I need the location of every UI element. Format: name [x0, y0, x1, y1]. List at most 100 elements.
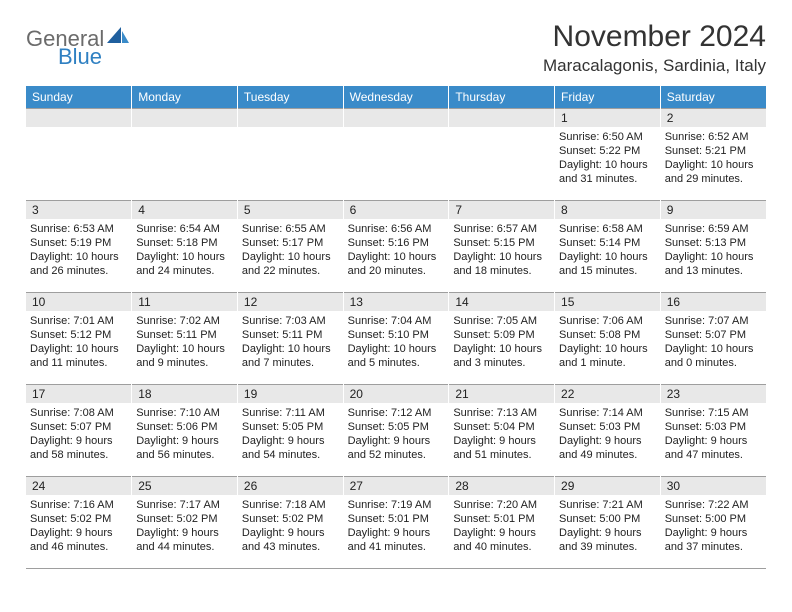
calendar-week-row: 17Sunrise: 7:08 AMSunset: 5:07 PMDayligh…: [26, 384, 766, 476]
detail-line: Sunset: 5:06 PM: [136, 420, 233, 434]
day-number: 12: [238, 292, 343, 311]
day-details: Sunrise: 7:12 AMSunset: 5:05 PMDaylight:…: [344, 403, 449, 466]
calendar-cell: 4Sunrise: 6:54 AMSunset: 5:18 PMDaylight…: [132, 200, 238, 292]
detail-line: Sunset: 5:19 PM: [30, 236, 127, 250]
logo-blue: Blue: [58, 44, 102, 70]
day-number: 4: [132, 200, 237, 219]
detail-line: Daylight: 10 hours and 22 minutes.: [242, 250, 339, 278]
detail-line: Sunset: 5:01 PM: [348, 512, 445, 526]
detail-line: Daylight: 10 hours and 29 minutes.: [665, 158, 762, 186]
detail-line: Sunrise: 7:03 AM: [242, 314, 339, 328]
day-number: 5: [238, 200, 343, 219]
day-details: Sunrise: 6:54 AMSunset: 5:18 PMDaylight:…: [132, 219, 237, 282]
detail-line: Sunrise: 7:04 AM: [348, 314, 445, 328]
detail-line: Sunset: 5:00 PM: [559, 512, 656, 526]
day-details: Sunrise: 6:53 AMSunset: 5:19 PMDaylight:…: [26, 219, 131, 282]
detail-line: Sunset: 5:07 PM: [665, 328, 762, 342]
calendar-cell: 23Sunrise: 7:15 AMSunset: 5:03 PMDayligh…: [660, 384, 766, 476]
detail-line: Sunrise: 7:22 AM: [665, 498, 762, 512]
detail-line: Daylight: 9 hours and 52 minutes.: [348, 434, 445, 462]
detail-line: Sunrise: 7:01 AM: [30, 314, 127, 328]
day-details: Sunrise: 7:17 AMSunset: 5:02 PMDaylight:…: [132, 495, 237, 558]
detail-line: Sunrise: 7:11 AM: [242, 406, 339, 420]
detail-line: Sunset: 5:11 PM: [136, 328, 233, 342]
day-number: 28: [449, 476, 554, 495]
detail-line: Daylight: 10 hours and 24 minutes.: [136, 250, 233, 278]
detail-line: Sunrise: 6:59 AM: [665, 222, 762, 236]
calendar-cell: 12Sunrise: 7:03 AMSunset: 5:11 PMDayligh…: [237, 292, 343, 384]
calendar-cell: 30Sunrise: 7:22 AMSunset: 5:00 PMDayligh…: [660, 476, 766, 568]
day-details: Sunrise: 7:10 AMSunset: 5:06 PMDaylight:…: [132, 403, 237, 466]
detail-line: Daylight: 10 hours and 20 minutes.: [348, 250, 445, 278]
detail-line: Sunset: 5:00 PM: [665, 512, 762, 526]
day-details: Sunrise: 7:05 AMSunset: 5:09 PMDaylight:…: [449, 311, 554, 374]
calendar-cell: 5 Sunrise: 6:55 AMSunset: 5:17 PMDaylight…: [237, 200, 343, 292]
detail-line: Sunrise: 7:17 AM: [136, 498, 233, 512]
calendar-cell: 17Sunrise: 7:08 AMSunset: 5:07 PMDayligh…: [26, 384, 132, 476]
detail-line: Sunrise: 7:14 AM: [559, 406, 656, 420]
detail-line: Sunrise: 6:53 AM: [30, 222, 127, 236]
detail-line: Sunset: 5:05 PM: [348, 420, 445, 434]
detail-line: Sunset: 5:17 PM: [242, 236, 339, 250]
detail-line: Sunrise: 7:10 AM: [136, 406, 233, 420]
detail-line: Sunrise: 6:52 AM: [665, 130, 762, 144]
weekday-header: Friday: [555, 86, 661, 108]
detail-line: Sunrise: 7:07 AM: [665, 314, 762, 328]
detail-line: Daylight: 9 hours and 46 minutes.: [30, 526, 127, 554]
detail-line: Sunrise: 7:21 AM: [559, 498, 656, 512]
detail-line: Daylight: 10 hours and 0 minutes.: [665, 342, 762, 370]
day-details: Sunrise: 7:07 AMSunset: 5:07 PMDaylight:…: [661, 311, 766, 374]
detail-line: Sunrise: 6:50 AM: [559, 130, 656, 144]
header: General Blue November 2024 Maracalagonis…: [26, 20, 766, 76]
day-number: 26: [238, 476, 343, 495]
detail-line: Daylight: 9 hours and 41 minutes.: [348, 526, 445, 554]
detail-line: Daylight: 9 hours and 44 minutes.: [136, 526, 233, 554]
day-details: Sunrise: 7:11 AMSunset: 5:05 PMDaylight:…: [238, 403, 343, 466]
day-details: Sunrise: 7:16 AMSunset: 5:02 PMDaylight:…: [26, 495, 131, 558]
bottom-rule: [26, 568, 766, 569]
detail-line: Sunset: 5:21 PM: [665, 144, 762, 158]
day-number: 20: [344, 384, 449, 403]
day-number: 7: [449, 200, 554, 219]
calendar-cell: 20Sunrise: 7:12 AMSunset: 5:05 PMDayligh…: [343, 384, 449, 476]
detail-line: Daylight: 10 hours and 11 minutes.: [30, 342, 127, 370]
detail-line: Sunrise: 7:12 AM: [348, 406, 445, 420]
detail-line: Sunset: 5:03 PM: [559, 420, 656, 434]
calendar-cell: 2Sunrise: 6:52 AMSunset: 5:21 PMDaylight…: [660, 108, 766, 200]
weekday-header: Tuesday: [237, 86, 343, 108]
calendar-week-row: 3Sunrise: 6:53 AMSunset: 5:19 PMDaylight…: [26, 200, 766, 292]
detail-line: Daylight: 9 hours and 51 minutes.: [453, 434, 550, 462]
detail-line: Sunset: 5:05 PM: [242, 420, 339, 434]
day-details: Sunrise: 6:56 AMSunset: 5:16 PMDaylight:…: [344, 219, 449, 282]
day-number: 10: [26, 292, 131, 311]
detail-line: Sunset: 5:07 PM: [30, 420, 127, 434]
calendar-cell: 7Sunrise: 6:57 AMSunset: 5:15 PMDaylight…: [449, 200, 555, 292]
day-number: 6: [344, 200, 449, 219]
detail-line: Sunrise: 7:15 AM: [665, 406, 762, 420]
calendar-cell: 26Sunrise: 7:18 AMSunset: 5:02 PMDayligh…: [237, 476, 343, 568]
day-details: Sunrise: 7:02 AMSunset: 5:11 PMDaylight:…: [132, 311, 237, 374]
calendar-cell: 9Sunrise: 6:59 AMSunset: 5:13 PMDaylight…: [660, 200, 766, 292]
calendar-cell: [343, 108, 449, 200]
detail-line: Sunrise: 6:55 AM: [242, 222, 339, 236]
day-details: Sunrise: 7:22 AMSunset: 5:00 PMDaylight:…: [661, 495, 766, 558]
day-number: 16: [661, 292, 766, 311]
detail-line: Sunrise: 7:20 AM: [453, 498, 550, 512]
day-details: Sunrise: 7:15 AMSunset: 5:03 PMDaylight:…: [661, 403, 766, 466]
calendar-cell: 19Sunrise: 7:11 AMSunset: 5:05 PMDayligh…: [237, 384, 343, 476]
calendar-cell: 3Sunrise: 6:53 AMSunset: 5:19 PMDaylight…: [26, 200, 132, 292]
detail-line: Daylight: 10 hours and 1 minute.: [559, 342, 656, 370]
detail-line: Daylight: 10 hours and 26 minutes.: [30, 250, 127, 278]
logo: General Blue: [26, 20, 129, 52]
day-number: 9: [661, 200, 766, 219]
day-details: Sunrise: 7:03 AMSunset: 5:11 PMDaylight:…: [238, 311, 343, 374]
day-details: Sunrise: 6:59 AMSunset: 5:13 PMDaylight:…: [661, 219, 766, 282]
day-number: 19: [238, 384, 343, 403]
detail-line: Daylight: 10 hours and 15 minutes.: [559, 250, 656, 278]
detail-line: Daylight: 9 hours and 47 minutes.: [665, 434, 762, 462]
detail-line: Daylight: 9 hours and 49 minutes.: [559, 434, 656, 462]
day-details: Sunrise: 7:08 AMSunset: 5:07 PMDaylight:…: [26, 403, 131, 466]
day-details: Sunrise: 7:04 AMSunset: 5:10 PMDaylight:…: [344, 311, 449, 374]
day-number: 25: [132, 476, 237, 495]
detail-line: Sunrise: 6:56 AM: [348, 222, 445, 236]
